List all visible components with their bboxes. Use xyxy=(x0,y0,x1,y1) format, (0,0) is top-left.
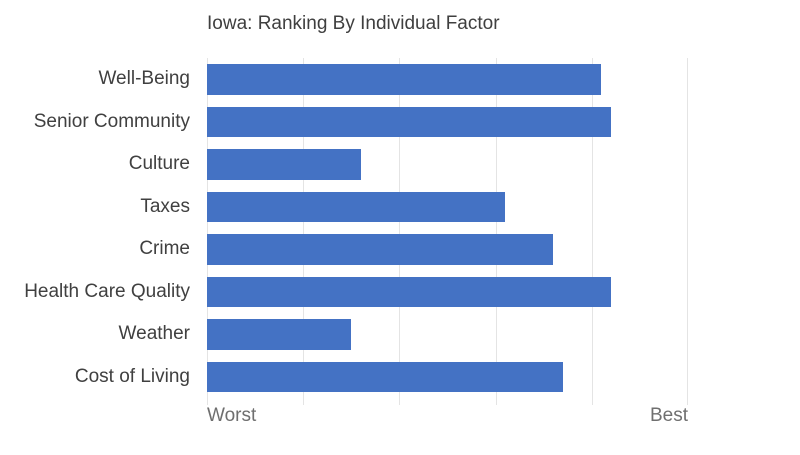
category-label-cost-of-living: Cost of Living xyxy=(74,365,190,387)
bar-well-being xyxy=(207,64,602,95)
gridline xyxy=(399,58,401,405)
bar-track xyxy=(207,356,688,399)
x-axis-label-best: Best xyxy=(649,405,688,426)
gridline xyxy=(207,58,208,405)
bar-track xyxy=(207,101,688,144)
category-label-senior-community: Senior Community xyxy=(33,110,190,132)
x-axis-label-worst: Worst xyxy=(207,405,257,426)
gridline xyxy=(303,58,305,405)
chart-title: Iowa: Ranking By Individual Factor xyxy=(207,13,500,34)
category-label-weather: Weather xyxy=(118,323,190,345)
bar-taxes xyxy=(207,191,506,222)
bar-track xyxy=(207,143,688,186)
category-label-well-being: Well-Being xyxy=(98,68,190,90)
gridline xyxy=(495,58,497,405)
bar-health-care-quality xyxy=(207,276,612,307)
bar-track xyxy=(207,228,688,271)
category-label-culture: Culture xyxy=(128,153,190,175)
category-label-health-care-quality: Health Care Quality xyxy=(24,280,190,302)
gridline xyxy=(591,58,593,405)
category-label-taxes: Taxes xyxy=(140,195,190,217)
bar-senior-community xyxy=(207,106,612,137)
bar-track xyxy=(207,186,688,229)
bar-weather xyxy=(207,319,352,350)
bar-track xyxy=(207,271,688,314)
bar-track xyxy=(207,313,688,356)
category-axis: Well-Being Senior Community Culture Taxes Cr… xyxy=(0,58,190,398)
bar-series xyxy=(207,58,688,398)
bar-culture xyxy=(207,149,361,180)
bar-crime xyxy=(207,234,554,265)
category-label-crime: Crime xyxy=(139,238,190,260)
bar-track xyxy=(207,58,688,101)
plot-area xyxy=(207,58,688,405)
value-axis: Worst Best xyxy=(207,405,688,427)
bar-cost-of-living xyxy=(207,361,563,392)
gridline xyxy=(687,58,688,405)
